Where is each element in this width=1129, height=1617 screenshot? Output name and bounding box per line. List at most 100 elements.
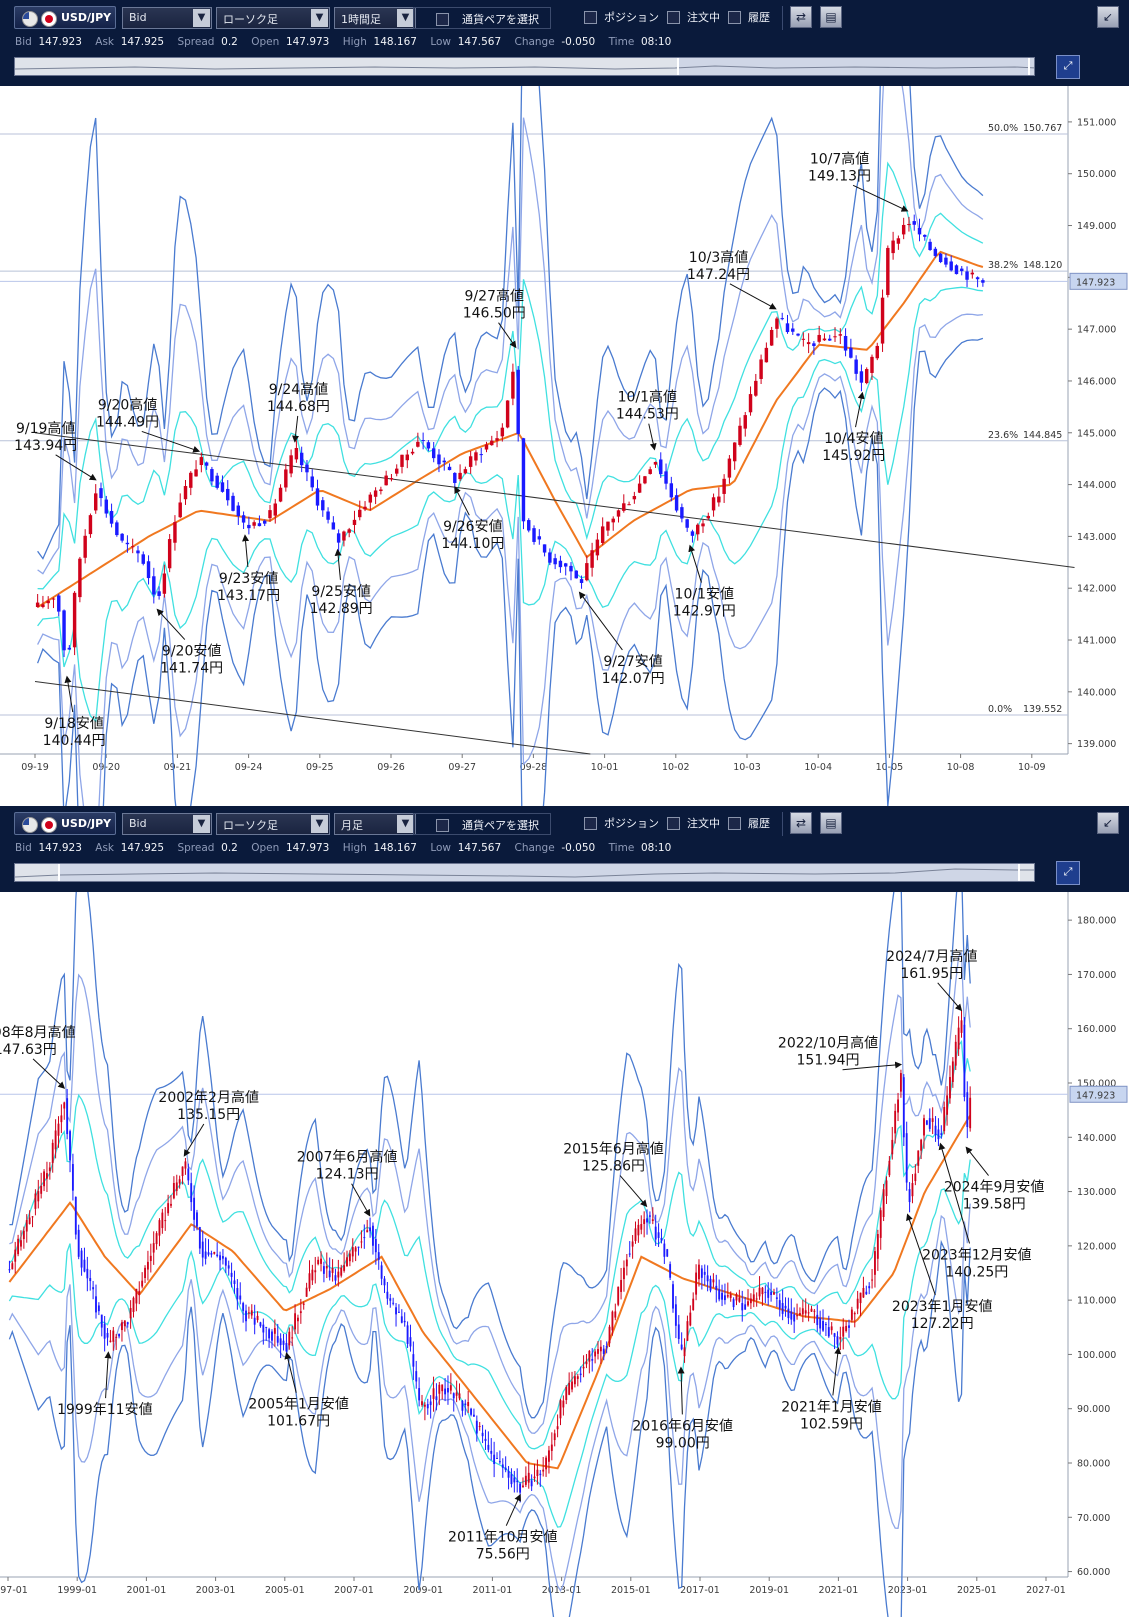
annotation-label: 2021年1月安値: [781, 1399, 882, 1415]
candle-bear: [563, 563, 568, 567]
annotation-arrow: [183, 1123, 205, 1157]
candle-bull: [683, 1347, 686, 1357]
candle-bull: [500, 427, 505, 437]
candle-bull: [761, 1287, 764, 1295]
candle-bull: [590, 550, 594, 568]
chart-settings-icon[interactable]: ⇄: [790, 6, 812, 28]
candle-bear: [966, 1092, 969, 1128]
price-type-select[interactable]: Bid ▼: [122, 7, 212, 29]
candle-bear: [395, 1307, 397, 1315]
candle-bull: [943, 1106, 946, 1132]
candle-bull: [886, 247, 890, 295]
candle-bull: [862, 1287, 865, 1298]
position-label: ポジション: [604, 11, 659, 24]
jp-flag-icon: [41, 817, 57, 833]
candle-bear: [828, 338, 832, 341]
minimize-icon[interactable]: ↙: [1097, 812, 1119, 834]
candle-bull: [594, 1351, 597, 1357]
annotation-label: 2015年6月高値: [563, 1141, 664, 1158]
candle-bear: [219, 1255, 221, 1261]
timeframe-select[interactable]: 月足 ▼: [334, 813, 416, 835]
candle-bull: [247, 1312, 250, 1314]
pair-select-checkbox[interactable]: [436, 819, 449, 832]
candle-bear: [928, 1118, 931, 1129]
annotation-arrow: [842, 1061, 903, 1071]
candle-bull: [946, 1095, 949, 1115]
history-checkbox[interactable]: [728, 817, 741, 830]
chart-type-select[interactable]: ローソク足 ▼: [216, 813, 330, 835]
navigator-window[interactable]: [59, 864, 1019, 882]
candle-bear: [912, 221, 916, 225]
candle-bull: [689, 1312, 692, 1326]
navigator-window[interactable]: [678, 58, 1035, 76]
price-type-value: Bid: [129, 817, 147, 830]
x-tick-label: 2007-01: [334, 1585, 374, 1596]
candle-bear: [357, 1246, 360, 1248]
position-checkbox[interactable]: [584, 11, 597, 24]
x-tick-label: 09-19: [21, 762, 49, 773]
candle-bull: [870, 356, 874, 373]
candle-bull: [759, 359, 763, 379]
order-checkbox[interactable]: [667, 817, 680, 830]
candle-bull: [363, 506, 367, 510]
candle-bull: [14, 1249, 17, 1262]
chart-navigator[interactable]: [14, 863, 1035, 882]
candle-bear: [954, 265, 959, 275]
currency-pair-button[interactable]: USD/JPY: [14, 812, 116, 835]
chart-type-select[interactable]: ローソク足 ▼: [216, 7, 330, 29]
candle-bear: [221, 1256, 224, 1259]
zoom-fit-icon[interactable]: ⤢: [1056, 55, 1080, 79]
candle-bull: [643, 1219, 646, 1225]
y-tick-label: 90.000: [1077, 1404, 1110, 1415]
candle-bull: [743, 415, 747, 429]
annotation-arrow: [855, 391, 865, 428]
chart-window-icon[interactable]: ▤: [820, 6, 842, 28]
spread-value: 0.2: [221, 36, 238, 48]
annotation-label: 2011年10月安値: [448, 1530, 557, 1546]
position-checkbox[interactable]: [584, 817, 597, 830]
candle-bear: [126, 1322, 129, 1325]
candle-bear: [262, 520, 267, 524]
candle-bull: [606, 521, 610, 531]
pair-select-toggle[interactable]: 通貨ペアを選択: [413, 7, 551, 29]
candle-bull: [888, 1160, 891, 1176]
candle-bear: [812, 343, 816, 346]
candle-bear: [247, 524, 251, 529]
history-checkbox[interactable]: [728, 11, 741, 24]
candle-bull: [43, 1171, 46, 1187]
timeframe-select[interactable]: 1時間足 ▼: [334, 7, 416, 29]
chart-navigator[interactable]: [14, 57, 1035, 76]
candle-bear: [253, 1317, 256, 1325]
order-label: 注文中: [687, 11, 720, 24]
pair-select-checkbox[interactable]: [436, 13, 449, 26]
chart-settings-icon[interactable]: ⇄: [790, 812, 812, 834]
annotation-label: 2007年6月高値: [297, 1149, 398, 1166]
open-value: 147.973: [285, 36, 330, 48]
candle-bear: [933, 248, 938, 256]
plot-background: [0, 86, 1129, 806]
candle-bear: [310, 476, 314, 488]
candle-bear: [934, 1125, 937, 1135]
bid-value: 147.923: [38, 36, 82, 48]
fib-level-price: 139.552: [1023, 704, 1062, 715]
chevron-down-icon: ▼: [397, 815, 414, 833]
annotation-label: 99.00円: [656, 1435, 710, 1451]
zoom-fit-icon[interactable]: ⤢: [1056, 861, 1080, 885]
candle-bear: [152, 576, 156, 595]
candle-bull: [31, 1216, 34, 1218]
pair-select-toggle[interactable]: 通貨ペアを選択: [413, 813, 551, 835]
chart-window-icon[interactable]: ▤: [820, 812, 842, 834]
minimize-icon[interactable]: ↙: [1097, 6, 1119, 28]
candle-bull: [138, 1290, 141, 1295]
candle-bull: [213, 1251, 216, 1254]
y-tick-label: 180.000: [1077, 916, 1116, 927]
candle-bear: [271, 1331, 273, 1341]
candle-bear: [923, 234, 927, 237]
order-checkbox[interactable]: [667, 11, 680, 24]
candle-bull: [284, 469, 288, 488]
currency-pair-button[interactable]: USD/JPY: [14, 6, 116, 29]
price-type-select[interactable]: Bid ▼: [122, 813, 212, 835]
candle-bear: [115, 522, 119, 536]
ask-label: Ask: [95, 842, 114, 854]
candle-bull: [54, 1130, 57, 1150]
